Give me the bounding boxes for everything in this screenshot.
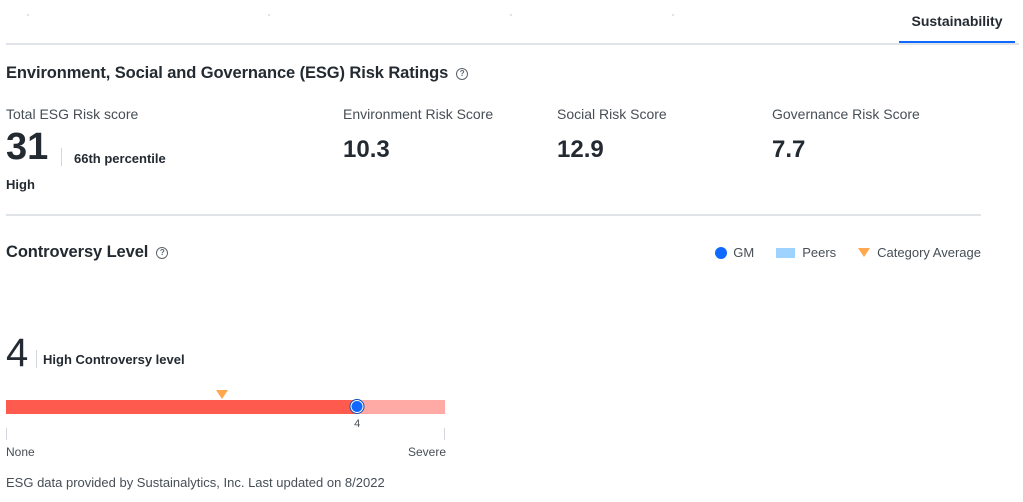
controversy-title-text: Controversy Level — [6, 243, 149, 261]
tab-placeholder — [27, 14, 29, 16]
total-esg-category: High — [6, 177, 35, 192]
controversy-separator — [36, 350, 37, 368]
percentile-separator — [61, 148, 62, 166]
controversy-level-description: High Controversy level — [43, 352, 185, 367]
environment-risk-label: Environment Risk Score — [343, 106, 494, 122]
tab-sustainability[interactable]: Sustainability — [899, 0, 1015, 44]
tab-bar: Sustainability — [0, 0, 1019, 46]
governance-risk-label: Governance Risk Score — [772, 106, 920, 122]
esg-title-text: Environment, Social and Governance (ESG)… — [6, 64, 449, 82]
social-risk-label: Social Risk Score — [557, 106, 667, 122]
legend-label: Category Average — [877, 245, 981, 260]
triangle-icon — [858, 248, 871, 257]
legend-item-category-average: Category Average — [858, 245, 981, 260]
company-level-marker[interactable] — [350, 400, 364, 413]
environment-risk-value: 10.3 — [343, 136, 390, 163]
scale-fill — [6, 400, 358, 414]
total-esg-percentile: 66th percentile — [74, 151, 166, 166]
company-level-label: 4 — [354, 418, 361, 430]
social-risk-value: 12.9 — [557, 136, 604, 163]
tab-placeholder — [510, 14, 512, 16]
esg-section-title: Environment, Social and Governance (ESG)… — [6, 64, 469, 83]
data-source-footer: ESG data provided by Sustainalytics, Inc… — [6, 475, 385, 490]
peers-rect-icon — [776, 247, 796, 258]
tab-placeholder — [268, 14, 270, 16]
governance-risk-value: 7.7 — [772, 136, 806, 163]
legend-label: GM — [733, 245, 755, 260]
controversy-section-title: Controversy Level ? — [6, 243, 169, 262]
controversy-scale-bar — [6, 400, 445, 414]
scale-min-label: None — [6, 445, 35, 459]
total-esg-value: 31 — [6, 126, 49, 168]
help-icon[interactable]: ? — [456, 67, 469, 80]
scale-max-label: Severe — [408, 445, 447, 459]
scale-tick-max — [444, 428, 445, 440]
tab-placeholder — [672, 14, 674, 16]
legend-item-peers: Peers — [776, 245, 836, 260]
legend-label: Peers — [802, 245, 837, 260]
category-average-marker — [215, 390, 228, 399]
controversy-level-value: 4 — [6, 331, 29, 375]
section-divider — [6, 214, 981, 216]
scale-tick-min — [6, 428, 7, 440]
legend-item-company: GM — [715, 245, 754, 260]
company-dot-icon — [715, 246, 728, 259]
tab-divider — [6, 43, 1019, 45]
total-esg-label: Total ESG Risk score — [6, 106, 139, 122]
scale-remaining — [357, 400, 445, 414]
help-icon[interactable]: ? — [156, 246, 169, 259]
controversy-legend: GM Peers Category Average — [693, 245, 981, 260]
